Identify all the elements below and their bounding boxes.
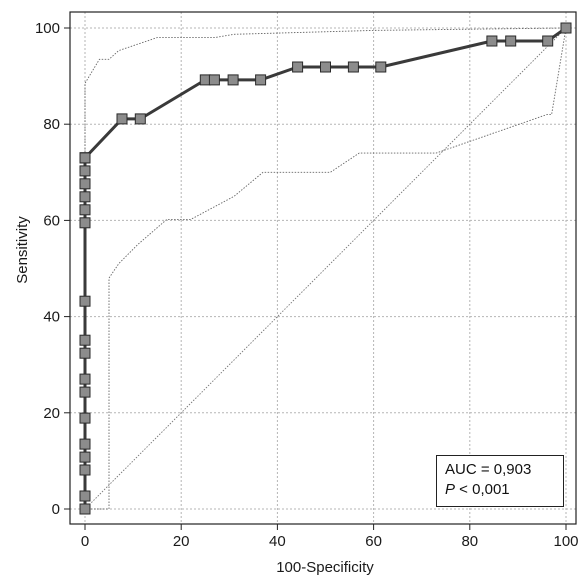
roc-point [486, 35, 498, 47]
y-tick-label: 100 [35, 20, 60, 37]
roc-point [505, 35, 517, 47]
roc-point [79, 386, 91, 398]
roc-point [79, 178, 91, 190]
reference-diagonal [84, 27, 567, 510]
roc-markers [79, 22, 572, 515]
roc-point [320, 61, 331, 73]
roc-point [79, 451, 91, 463]
roc-point [227, 74, 239, 86]
x-tick-label: 40 [269, 533, 286, 550]
roc-point [79, 503, 91, 515]
lower-confidence-bound [85, 27, 567, 510]
roc-point [347, 61, 359, 73]
confidence-band [84, 27, 567, 510]
diagonal-line [84, 27, 567, 510]
upper-confidence-bound [84, 27, 567, 509]
p-value-letter: P [445, 481, 456, 498]
roc-point [199, 74, 211, 86]
roc-point [79, 438, 91, 450]
p-value-text: < 0,001 [455, 481, 510, 498]
roc-point [79, 464, 91, 476]
roc-point [208, 74, 220, 86]
statistics-box: AUC = 0,903 P < 0,001 [436, 455, 564, 507]
roc-point [255, 74, 267, 86]
x-tick-label: 20 [173, 533, 190, 550]
y-tick-label: 60 [43, 212, 60, 229]
p-value: P < 0,001 [445, 480, 555, 500]
y-axis-title: Sensitivity [14, 216, 31, 284]
x-tick-label: 100 [553, 533, 578, 550]
roc-point [79, 373, 91, 385]
roc-point [79, 334, 91, 346]
roc-point [79, 412, 91, 424]
x-tick-label: 60 [365, 533, 382, 550]
x-tick-label: 0 [81, 533, 89, 550]
roc-point [560, 22, 572, 34]
roc-point [134, 113, 146, 125]
y-tick-label: 20 [43, 405, 60, 422]
x-tick-label: 80 [461, 533, 478, 550]
roc-point [116, 113, 128, 125]
roc-point [79, 165, 91, 177]
roc-point [292, 61, 304, 73]
roc-point [79, 152, 91, 164]
roc-point [375, 61, 387, 73]
roc-point [79, 204, 91, 216]
roc-point [542, 35, 554, 47]
y-tick-label: 40 [43, 309, 60, 326]
roc-point [79, 490, 91, 502]
x-axis-title: 100-Specificity [276, 559, 374, 576]
plot-frame [69, 11, 577, 525]
roc-point [79, 347, 91, 359]
auc-value: AUC = 0,903 [445, 461, 532, 478]
roc-point [79, 191, 91, 203]
axis-ticks: 0 20 40 60 80 100 0 20 40 60 80 100 [35, 20, 579, 550]
roc-point [79, 217, 91, 229]
grid-lines [70, 12, 576, 524]
roc-point [79, 295, 91, 307]
y-tick-label: 80 [43, 116, 60, 133]
y-tick-label: 0 [52, 501, 60, 518]
